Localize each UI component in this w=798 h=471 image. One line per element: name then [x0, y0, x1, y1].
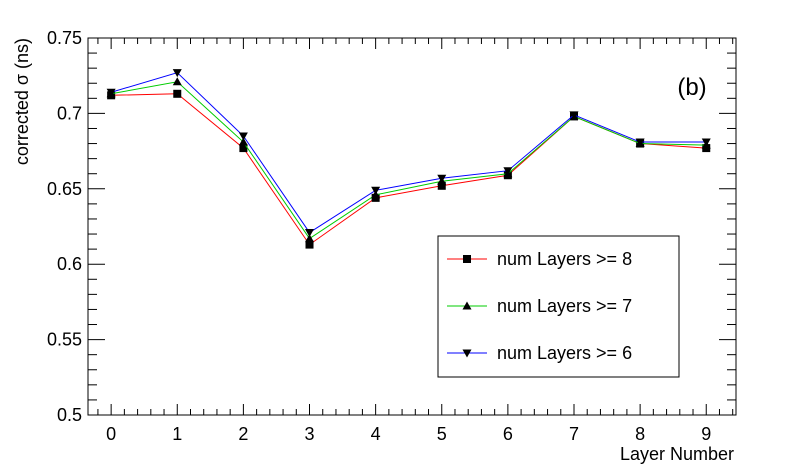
series-line-3 — [111, 72, 707, 234]
series-2-point — [172, 77, 182, 86]
y-tick-label: 0.65 — [47, 179, 82, 199]
series-2-point — [305, 234, 315, 243]
legend-label-2: num Layers >= 7 — [497, 296, 632, 316]
series-3-point — [371, 186, 381, 195]
legend-marker-1 — [463, 255, 471, 263]
x-tick-label: 4 — [371, 424, 381, 444]
series-3-point — [106, 88, 116, 97]
y-tick-label: 0.75 — [47, 28, 82, 48]
series-3-point — [305, 229, 315, 238]
y-axis-title: corrected σ (ns) — [12, 38, 32, 165]
y-tick-label: 0.7 — [57, 103, 82, 123]
series-3-point — [701, 138, 711, 147]
legend: num Layers >= 8 num Layers >= 7 num Layers… — [437, 235, 680, 378]
x-tick-label: 3 — [305, 424, 315, 444]
x-tick-label: 9 — [701, 424, 711, 444]
series-1-point — [305, 240, 314, 249]
x-tick-label: 1 — [172, 424, 182, 444]
series-1-point — [239, 144, 248, 153]
series-line-2 — [111, 81, 707, 240]
legend-label-1: num Layers >= 8 — [497, 249, 632, 269]
series-3-point — [569, 111, 579, 120]
series-1-point — [437, 181, 446, 190]
legend-marker-2 — [462, 301, 472, 310]
series-group — [106, 69, 711, 249]
series-2-point — [238, 137, 248, 146]
series-3-point — [437, 174, 447, 183]
legend-marker-3 — [462, 349, 472, 358]
x-tick-label: 5 — [437, 424, 447, 444]
series-3-point — [503, 167, 513, 176]
series-3-point — [172, 69, 182, 78]
y-tick-label: 0.5 — [57, 405, 82, 425]
x-axis-title: Layer Number — [620, 444, 734, 464]
x-tick-label: 0 — [106, 424, 116, 444]
series-3-point — [238, 132, 248, 141]
legend-items: num Layers >= 8 num Layers >= 7 num Layers… — [447, 249, 632, 363]
plot-frame — [87, 37, 737, 416]
x-tick-label: 7 — [569, 424, 579, 444]
y-tick-label: 0.55 — [47, 330, 82, 350]
y-tick-label: 0.6 — [57, 254, 82, 274]
x-tick-label: 2 — [238, 424, 248, 444]
panel-label: (b) — [677, 74, 706, 101]
series-3-point — [635, 138, 645, 147]
x-tick-label: 8 — [635, 424, 645, 444]
axes: 0 1 2 3 4 5 6 7 8 9 0.5 0.55 0.6 0.65 0.7 0.75 — [47, 28, 736, 444]
legend-label-3: num Layers >= 6 — [497, 343, 632, 363]
x-tick-label: 6 — [503, 424, 513, 444]
series-1-point — [173, 89, 182, 98]
